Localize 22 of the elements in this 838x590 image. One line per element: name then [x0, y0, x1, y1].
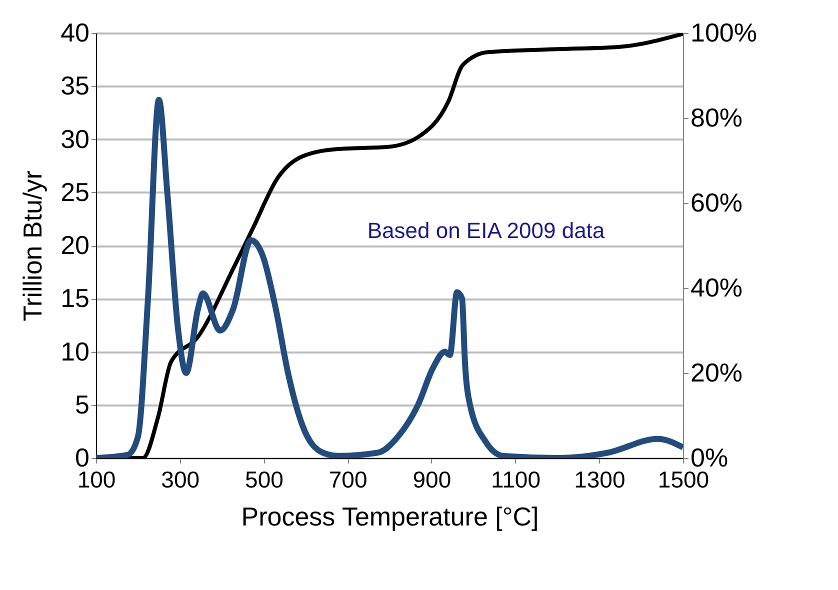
y-tick-label: 20: [60, 230, 90, 260]
y-tick-label: 35: [60, 70, 90, 101]
y2-tick-label: 40%: [690, 272, 743, 302]
y2-tick-label: 60%: [690, 188, 743, 218]
x-tick-label: 300: [161, 466, 200, 492]
x-axis-title: Process Temperature [°C]: [241, 502, 539, 532]
y-tick-label: 30: [60, 124, 90, 154]
y-tick-label: 40: [60, 18, 90, 48]
x-tick-label: 900: [412, 466, 452, 492]
y-tick-label: 10: [60, 336, 90, 366]
y-axis-title: Trillion Btu/yr: [18, 170, 48, 322]
x-tick-label: 700: [328, 466, 368, 492]
x-tick-label: 1100: [491, 466, 541, 492]
y2-tick-label: 100%: [690, 18, 757, 48]
x-tick-label: 1300: [574, 466, 626, 492]
y-tick-label: 5: [75, 389, 90, 420]
x-tick-label: 500: [245, 466, 284, 492]
annotation: Based on EIA 2009 data: [367, 218, 606, 243]
y2-tick-label: 80%: [690, 102, 743, 132]
y-tick-label: 25: [60, 176, 90, 207]
y2-tick-label: 20%: [690, 358, 743, 388]
y-tick-label: 15: [60, 283, 90, 314]
